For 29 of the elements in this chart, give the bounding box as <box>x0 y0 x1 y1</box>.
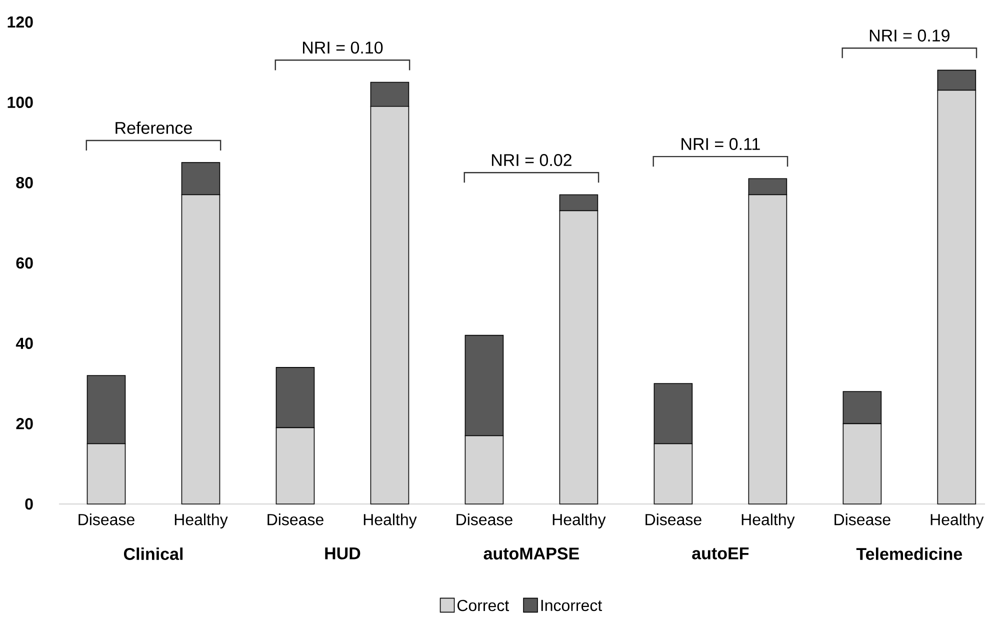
x-tick-label: Healthy <box>742 514 795 528</box>
y-tick-label: 20 <box>16 418 33 430</box>
text: autoEF <box>692 548 749 560</box>
y-tick-label: 60 <box>16 257 33 269</box>
y-tick-label: 80 <box>16 177 33 188</box>
y-tick-label: 0 <box>25 498 33 510</box>
annotation: NRI = 0.02 <box>492 154 572 166</box>
x-tick-label: Healthy <box>174 514 228 528</box>
x-tick-label: Healthy <box>552 514 606 528</box>
legend-label: Correct <box>457 600 509 612</box>
text: HUD <box>325 548 360 560</box>
x-tick-label: Healthy <box>930 514 984 528</box>
x-tick-label: Disease <box>834 514 890 526</box>
y-tick-label: 100 <box>8 96 33 108</box>
x-tick-label: Disease <box>456 514 512 526</box>
y-tick-label: 40 <box>16 338 33 349</box>
x-tick-label: Disease <box>646 514 702 526</box>
text: Telemedicine <box>856 548 962 560</box>
y-tick-label: 120 <box>8 16 33 28</box>
annotation: NRI = 0.11 <box>682 138 760 150</box>
annotation: Reference <box>116 122 192 134</box>
annotation: NRI = 0.10 <box>302 42 383 54</box>
x-tick-label: Healthy <box>364 514 417 528</box>
x-tick-label: Disease <box>268 514 324 526</box>
text: Clinical <box>124 548 183 560</box>
annotation: NRI = 0.19 <box>870 30 950 42</box>
x-tick-label: Disease <box>78 514 134 526</box>
text: autoMAPSE <box>484 548 579 560</box>
legend-label: Incorrect <box>541 600 602 612</box>
